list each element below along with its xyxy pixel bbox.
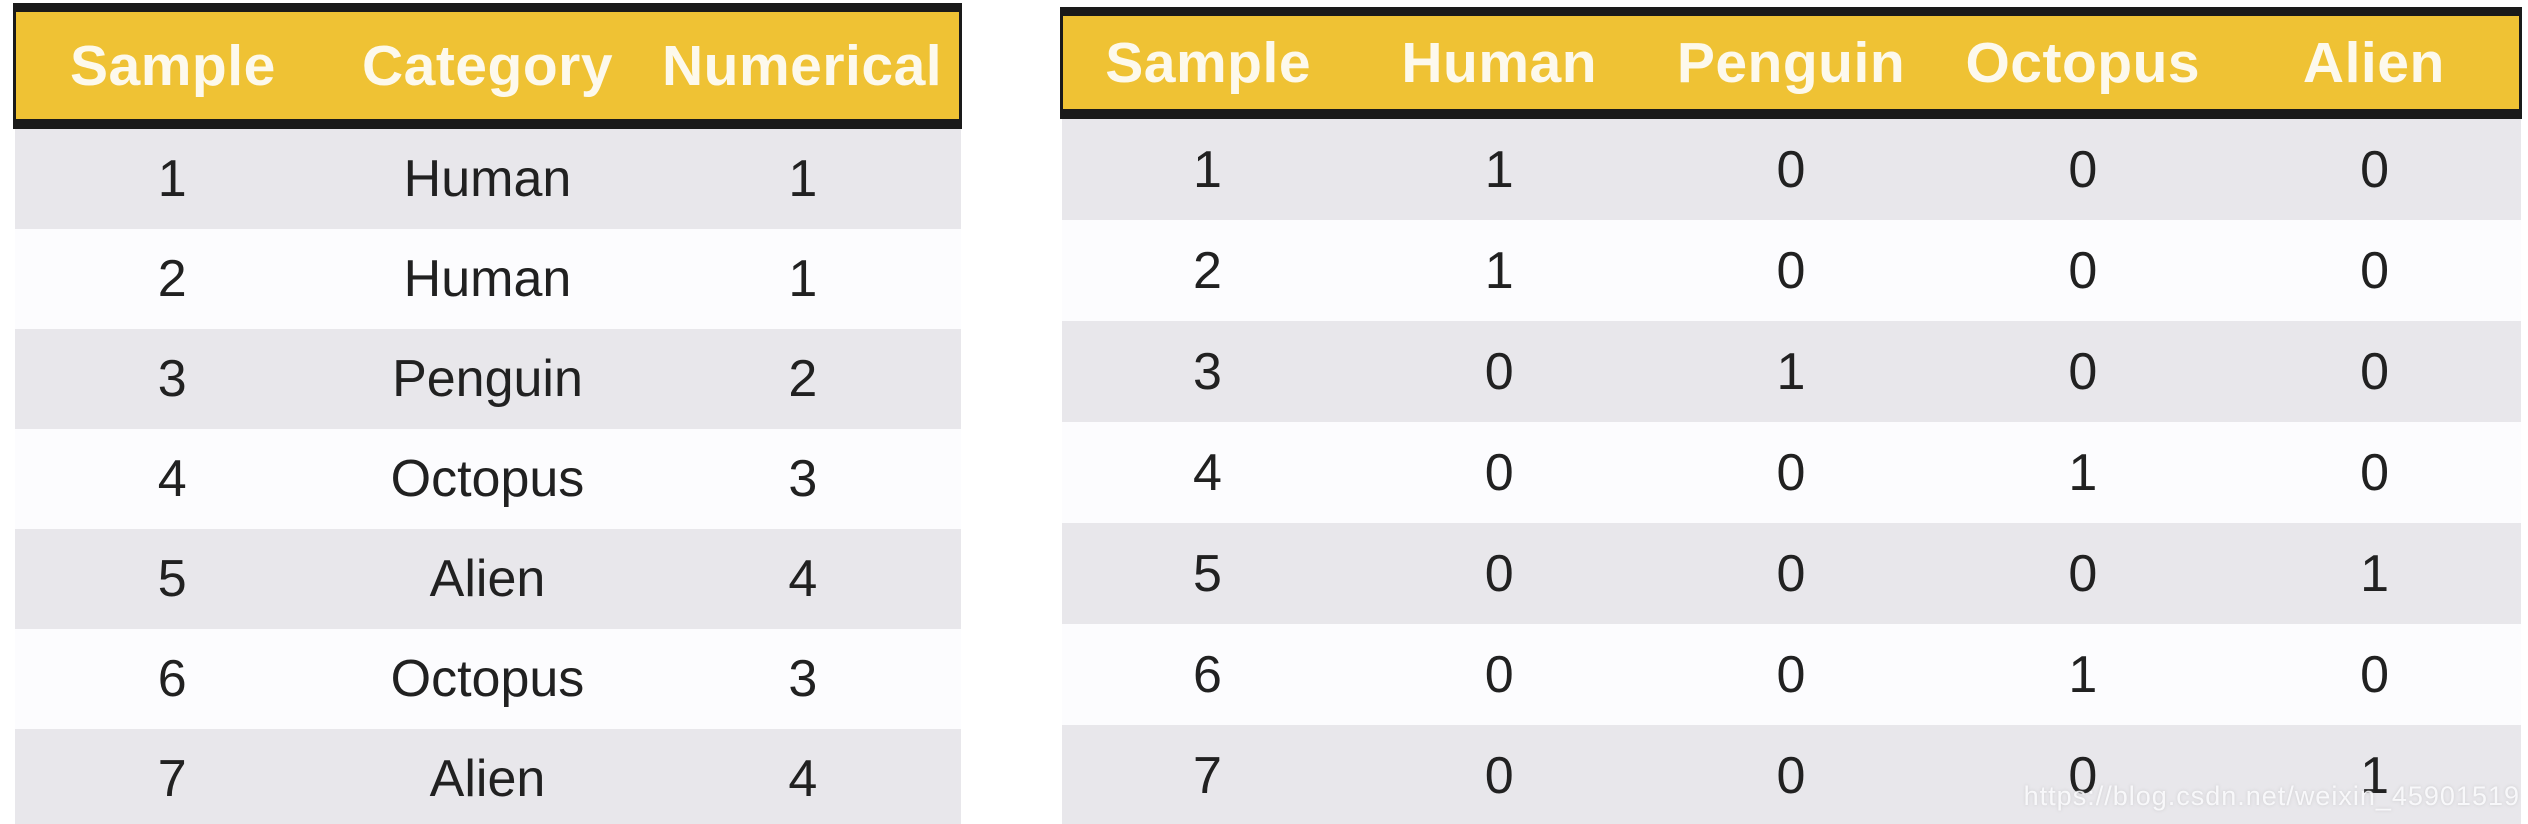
table-row: 3 Penguin 2 <box>14 329 961 429</box>
table-cell: Alien <box>329 529 646 629</box>
table-cell: 0 <box>1353 725 1646 824</box>
table-cell: 2 <box>1061 220 1354 321</box>
table-cell: 0 <box>1645 523 1937 624</box>
table-row: 6 Octopus 3 <box>14 629 961 729</box>
table-cell: 4 <box>645 729 961 824</box>
table-cell: 0 <box>1645 624 1937 725</box>
table-cell: 1 <box>2228 523 2521 624</box>
table-cell: 0 <box>2228 321 2521 422</box>
table-cell: 4 <box>1061 422 1354 523</box>
table-cell: 0 <box>1645 220 1937 321</box>
table-cell: 7 <box>1061 725 1354 824</box>
column-header-numerical: Numerical <box>645 7 963 124</box>
table-cell: 3 <box>1061 321 1354 422</box>
header-row: Sample Category Numerical <box>12 7 963 124</box>
table-row: 5 Alien 4 <box>14 529 961 629</box>
table-row: 2 Human 1 <box>14 229 961 329</box>
table-cell: 0 <box>2228 422 2521 523</box>
table-cell: 6 <box>14 629 330 729</box>
table-row: 1 Human 1 <box>14 124 961 229</box>
category-table-header: Sample Category Numerical <box>12 7 963 124</box>
table-cell: 0 <box>1353 321 1646 422</box>
table-cell: Octopus <box>329 429 646 529</box>
table-cell: 1 <box>1353 114 1646 220</box>
column-header-sample: Sample <box>12 7 330 124</box>
table-cell: Alien <box>329 729 646 824</box>
table-cell: 4 <box>14 429 330 529</box>
table-cell: 5 <box>1061 523 1354 624</box>
table-cell: 3 <box>645 429 961 529</box>
table-cell: 0 <box>1936 725 2229 824</box>
table-cell: 1 <box>2228 725 2521 824</box>
table-cell: 1 <box>645 229 961 329</box>
category-table-body: 1 Human 1 2 Human 1 3 Penguin 2 4 Octopus 3 5 Alien 4 6… <box>14 124 961 824</box>
table-cell: 3 <box>14 329 330 429</box>
table-cell: 6 <box>1061 624 1354 725</box>
table-cell: 0 <box>1353 422 1646 523</box>
table-cell: 5 <box>14 529 330 629</box>
table-cell: 0 <box>1645 422 1937 523</box>
table-cell: Human <box>329 124 646 229</box>
table-cell: 1 <box>1645 321 1937 422</box>
table-cell: 0 <box>1936 220 2229 321</box>
table-cell: 1 <box>1353 220 1646 321</box>
table-cell: 4 <box>645 529 961 629</box>
column-header-sample: Sample <box>1060 11 1354 114</box>
table-cell: 0 <box>1645 114 1937 220</box>
table-cell: 1 <box>645 124 961 229</box>
column-header-alien: Alien <box>2228 11 2522 114</box>
table-row: 4 Octopus 3 <box>14 429 961 529</box>
table-cell: 0 <box>1353 624 1646 725</box>
table-cell: 1 <box>1936 422 2229 523</box>
table-cell: 3 <box>645 629 961 729</box>
table-cell: 0 <box>2228 114 2521 220</box>
table-cell: 0 <box>2228 220 2521 321</box>
table-cell: Human <box>329 229 646 329</box>
table-cell: 2 <box>645 329 961 429</box>
table-cell: 0 <box>1936 114 2229 220</box>
category-numerical-table: Sample Category Numerical 1 Human 1 2 Human 1 3 P… <box>12 3 963 824</box>
column-header-human: Human <box>1353 11 1646 114</box>
table-cell: 0 <box>2228 624 2521 725</box>
table-cell: 0 <box>1645 725 1937 824</box>
table-cell: Penguin <box>329 329 646 429</box>
table-cell: 0 <box>1353 523 1646 624</box>
table-cell: Octopus <box>329 629 646 729</box>
table-cell: 1 <box>1061 114 1354 220</box>
table-cell: 7 <box>14 729 330 824</box>
column-header-category: Category <box>329 7 646 124</box>
one-hot-table-header: Sample Human Penguin Octopus Alien <box>1060 11 2522 114</box>
table-row: 7 Alien 4 <box>14 729 961 824</box>
header-row: Sample Human Penguin Octopus Alien <box>1060 11 2522 114</box>
watermark-url: https://blog.csdn.net/weixin_45901519 <box>2023 781 2520 811</box>
column-header-penguin: Penguin <box>1645 11 1937 114</box>
table-cell: 0 <box>1936 523 2229 624</box>
table-cell: 2 <box>14 229 330 329</box>
table-cell: 0 <box>1936 321 2229 422</box>
column-header-octopus: Octopus <box>1936 11 2229 114</box>
table-cell: 1 <box>14 124 330 229</box>
table-cell: 1 <box>1936 624 2229 725</box>
